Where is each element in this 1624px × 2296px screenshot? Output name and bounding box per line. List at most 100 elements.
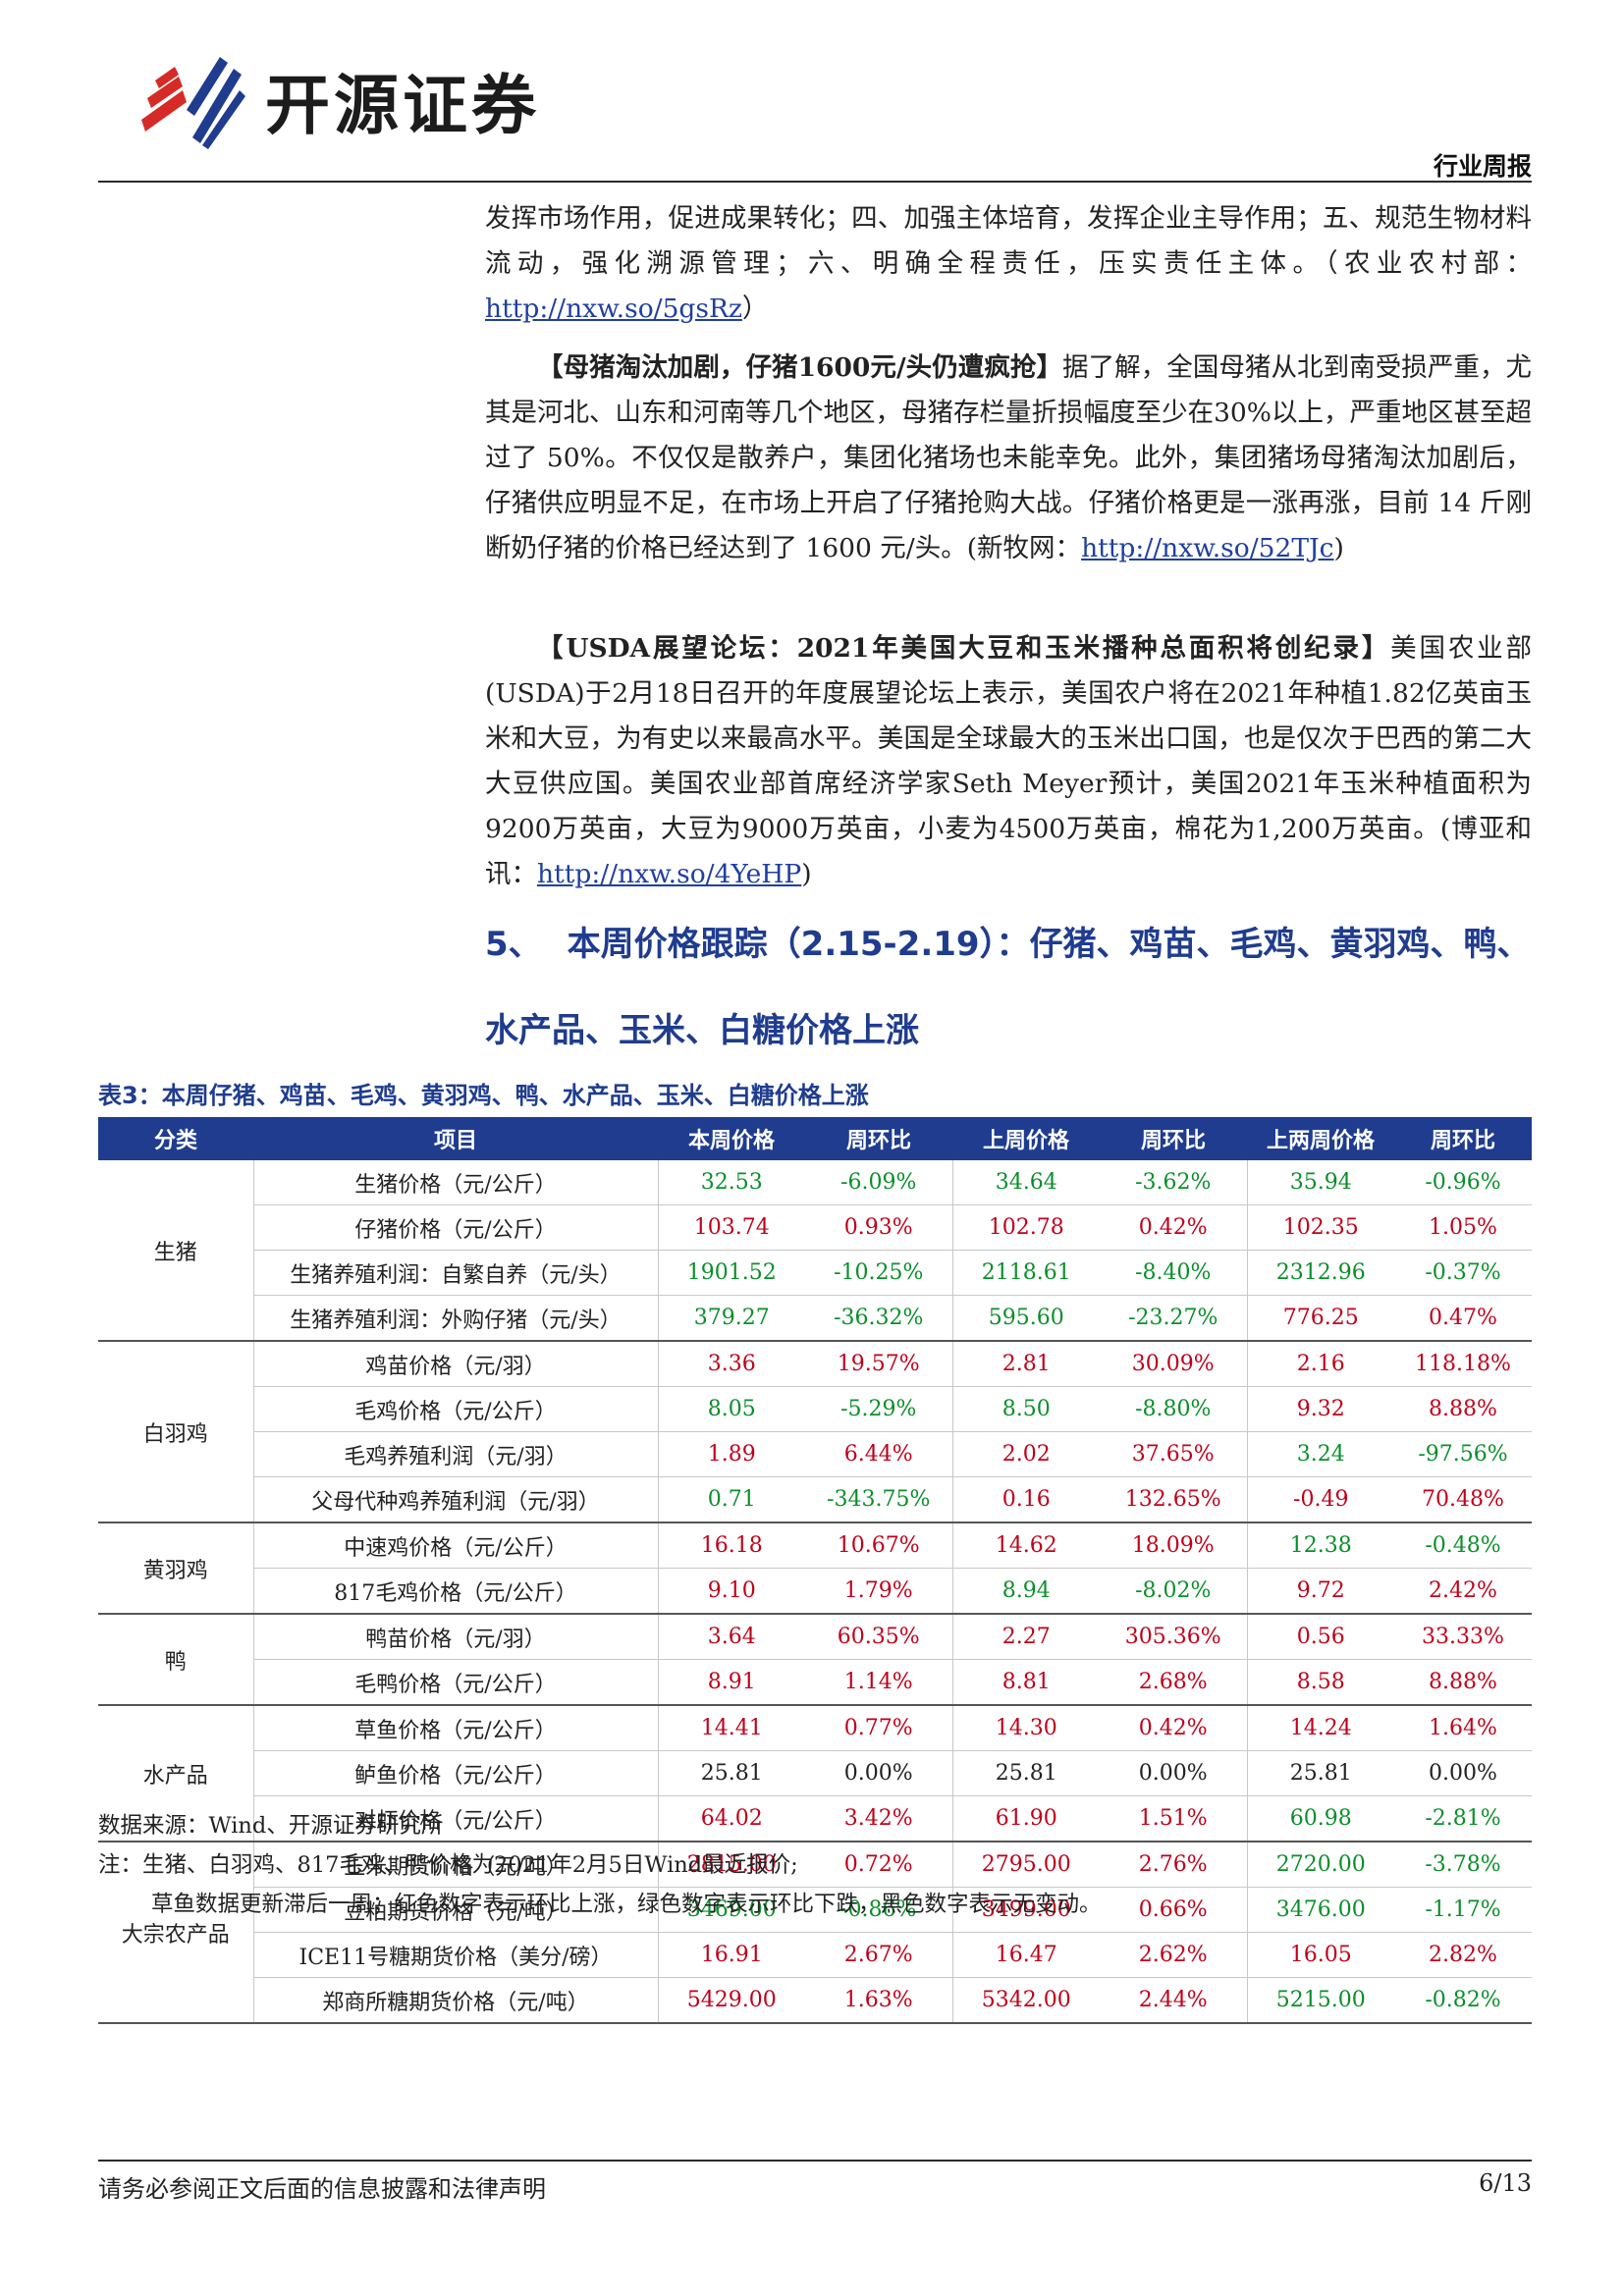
change-cell: 1.05% — [1394, 1204, 1532, 1251]
source-link[interactable]: http://nxw.so/5gsRz — [485, 294, 742, 324]
price-cell: 1901.52 — [658, 1250, 805, 1296]
company-logo: 开源证券 — [137, 51, 540, 149]
table-row: 黄羽鸡 中速鸡价格（元/公斤） 16.18 10.67% 14.62 18.09% 12.3… — [98, 1522, 1532, 1615]
header-cell: 上周价格 — [952, 1117, 1100, 1160]
change-cell: -8.80% — [1100, 1386, 1248, 1432]
price-cell: 25.81 — [952, 1750, 1100, 1796]
table-row: 白羽鸡 鸡苗价格（元/羽） 3.36 19.57% 2.81 30.09% 2.16 118.… — [98, 1341, 1532, 1523]
change-cell: 0.93% — [805, 1204, 953, 1251]
table-caption: 表3：本周仔猪、鸡苗、毛鸡、黄羽鸡、鸭、水产品、玉米、白糖价格上涨 — [98, 1082, 869, 1109]
change-cell: -0.86% — [805, 1887, 953, 1933]
price-cell: 2.02 — [952, 1431, 1100, 1477]
change-cell: 118.18% — [1394, 1341, 1532, 1387]
header-cell: 周环比 — [805, 1117, 952, 1160]
change-cell: 2.44% — [1100, 1977, 1248, 2024]
price-cell: 14.24 — [1247, 1705, 1394, 1751]
price-cell: 3.64 — [658, 1614, 805, 1660]
change-cell: 0.47% — [1394, 1295, 1532, 1342]
item-cell: 毛鸡价格（元/公斤） — [252, 1386, 659, 1432]
change-cell: 6.44% — [805, 1431, 953, 1477]
change-cell: -8.40% — [1100, 1250, 1248, 1296]
change-cell: -0.82% — [1394, 1977, 1532, 2024]
header-cell: 项目 — [253, 1117, 658, 1160]
item-cell: 父母代种鸡养殖利润（元/羽） — [252, 1476, 659, 1523]
price-cell: 2720.00 — [1247, 1842, 1394, 1888]
change-cell: 3.42% — [805, 1795, 953, 1842]
table-row: ICE11号糖期货价格（美分/磅） 16.91 2.67% 16.47 2.62% 16.… — [98, 1932, 1532, 1978]
price-cell: 2.81 — [952, 1341, 1100, 1387]
change-cell: 8.88% — [1394, 1386, 1532, 1432]
change-cell: -5.29% — [805, 1386, 953, 1432]
change-cell: 2.42% — [1394, 1568, 1532, 1615]
price-cell: 9.72 — [1247, 1568, 1394, 1615]
price-table: 分类 项目 本周价格 周环比 上周价格 周环比 上两周价格 周环比 生猪 生猪价格… — [98, 1117, 1532, 2024]
paragraph-tail: ) — [801, 859, 812, 889]
change-cell: 0.42% — [1100, 1705, 1248, 1751]
price-cell: 61.90 — [952, 1795, 1100, 1842]
change-cell: -0.48% — [1394, 1522, 1532, 1569]
change-cell: 19.57% — [805, 1341, 953, 1387]
price-cell: 0.56 — [1247, 1614, 1394, 1660]
change-cell: -3.62% — [1100, 1160, 1248, 1205]
paragraph-headline: 【母猪淘汰加剧，仔猪1600元/头仍遭疯抢】 — [537, 352, 1063, 383]
price-cell: 16.05 — [1247, 1932, 1394, 1978]
price-cell: -0.49 — [1247, 1476, 1394, 1523]
source-link[interactable]: http://nxw.so/52TJc — [1081, 533, 1334, 563]
price-cell: 3499.00 — [952, 1887, 1100, 1933]
item-cell: 豆粕期货价格（元/吨） — [252, 1887, 659, 1933]
price-cell: 12.38 — [1247, 1522, 1394, 1569]
price-cell: 8.94 — [952, 1568, 1100, 1615]
price-cell: 8.05 — [658, 1386, 805, 1432]
price-cell: 16.18 — [658, 1522, 805, 1569]
price-cell: 8.50 — [952, 1386, 1100, 1432]
price-cell: 2.16 — [1247, 1341, 1394, 1387]
change-cell: -0.96% — [1394, 1160, 1532, 1205]
price-cell: 2815.00 — [658, 1842, 805, 1888]
change-cell: -0.37% — [1394, 1250, 1532, 1296]
change-cell: 0.00% — [1100, 1750, 1248, 1796]
change-cell: 2.62% — [1100, 1932, 1248, 1978]
change-cell: 0.72% — [805, 1842, 953, 1888]
change-cell: 2.67% — [805, 1932, 953, 1978]
item-cell: 毛鸡养殖利润（元/羽） — [252, 1431, 659, 1477]
change-cell: -23.27% — [1100, 1295, 1248, 1342]
price-cell: 3.36 — [658, 1341, 805, 1387]
price-cell: 64.02 — [658, 1795, 805, 1842]
table-row: 生猪养殖利润：外购仔猪（元/头） 379.27 -36.32% 595.60 -23.2… — [98, 1295, 1532, 1342]
change-cell: 1.79% — [805, 1568, 953, 1615]
report-type: 行业周报 — [1433, 152, 1532, 181]
table-note: 草鱼数据更新滞后一周；红色数字表示环比上涨，绿色数字表示环比下跌，黑色数字表示无… — [151, 1892, 1102, 1917]
item-cell: 生猪养殖利润：外购仔猪（元/头） — [252, 1295, 659, 1342]
item-cell: 鸭苗价格（元/羽） — [252, 1614, 659, 1660]
item-cell: ICE11号糖期货价格（美分/磅） — [252, 1932, 659, 1978]
change-cell: 2.76% — [1100, 1842, 1248, 1888]
price-cell: 5342.00 — [952, 1977, 1100, 2024]
item-cell: 仔猪价格（元/公斤） — [252, 1204, 659, 1251]
company-name: 开源证券 — [265, 68, 540, 143]
change-cell: -6.09% — [805, 1160, 953, 1205]
price-cell: 5429.00 — [658, 1977, 805, 2024]
logo-mark-icon — [141, 57, 245, 149]
item-cell: 生猪价格（元/公斤） — [252, 1160, 659, 1205]
change-cell: 18.09% — [1100, 1522, 1248, 1569]
table-row: 鸭鸭苗价格（元/羽） 3.64 60.35% 2.27 305.36% 0.56 33.33… — [98, 1614, 1532, 1706]
source-link[interactable]: http://nxw.so/4YeHP — [537, 859, 802, 889]
change-cell: -3.78% — [1394, 1842, 1532, 1888]
price-cell: 14.62 — [952, 1522, 1100, 1569]
change-cell: 70.48% — [1394, 1476, 1532, 1523]
change-cell: 1.51% — [1100, 1795, 1248, 1842]
change-cell: -2.81% — [1394, 1795, 1532, 1842]
table-row: 水产品 草鱼价格（元/公斤） 14.41 0.77% 14.30 0.42% 14.24 1.… — [98, 1705, 1532, 1842]
table-row: 生猪 生猪价格（元/公斤） 32.53 -6.09% 34.64 -3.62% 35.94-… — [98, 1160, 1532, 1342]
price-cell: 2.27 — [952, 1614, 1100, 1660]
table-row: 817毛鸡价格（元/公斤） 9.10 1.79% 8.94 -8.02% 9.72 2.42… — [98, 1568, 1532, 1615]
paragraph-usda: 【USDA展望论坛：2021年美国大豆和玉米播种总面积将创纪录】美国农业部(US… — [485, 626, 1532, 897]
price-cell: 25.81 — [658, 1750, 805, 1796]
item-cell: 817毛鸡价格（元/公斤） — [252, 1568, 659, 1615]
header-cell: 周环比 — [1394, 1117, 1532, 1160]
price-cell: 2118.61 — [952, 1250, 1100, 1296]
change-cell: 2.68% — [1100, 1659, 1248, 1706]
table-row: 父母代种鸡养殖利润（元/羽） 0.71 -343.75% 0.16 132.65% -0.… — [98, 1476, 1532, 1523]
item-cell: 鸡苗价格（元/羽） — [252, 1341, 659, 1387]
paragraph-headline: 【USDA展望论坛：2021年美国大豆和玉米播种总面积将创纪录】 — [537, 633, 1391, 664]
